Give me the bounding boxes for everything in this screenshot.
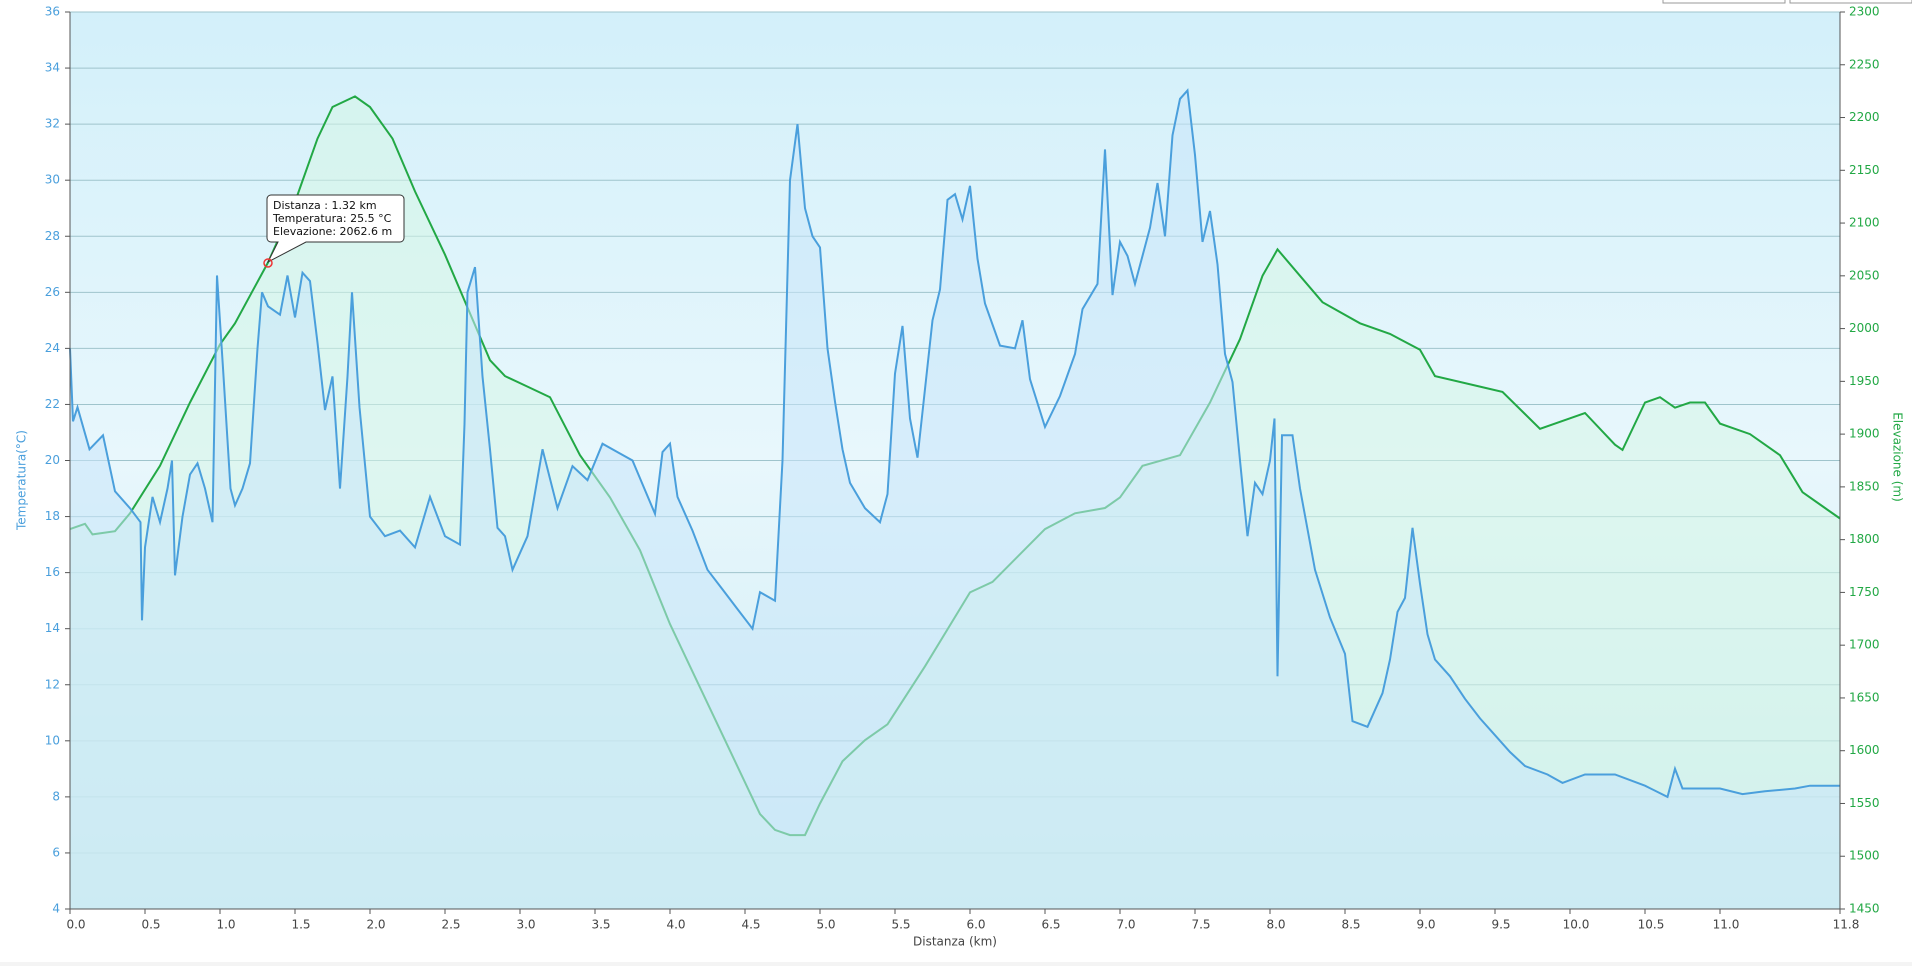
y2-tick-label: 1550: [1849, 796, 1880, 810]
tooltip-text: Distanza : 1.32 km: [273, 199, 377, 212]
y-tick-label: 8: [52, 789, 60, 803]
tooltip: Distanza : 1.32 km Temperatura: 25.5 °C …: [263, 194, 405, 268]
y2-tick-label: 1950: [1849, 374, 1880, 388]
y-tick-label: 10: [45, 733, 60, 747]
y2-tick-label: 1900: [1849, 427, 1880, 441]
x-axis-label: Distanza (km): [913, 935, 997, 949]
y2-tick-label: 2200: [1849, 110, 1880, 124]
y2-tick-label: 2150: [1849, 163, 1880, 177]
x-tick-label: 0.5: [141, 918, 160, 932]
y-tick-label: 20: [45, 453, 60, 467]
tooltip-text: Elevazione: 2062.6 m: [273, 225, 392, 238]
y-tick-label: 16: [45, 565, 60, 579]
x-tick-label: 4.0: [666, 918, 685, 932]
y-tick-label: 34: [45, 61, 60, 75]
x-tick-label: 6.5: [1041, 918, 1060, 932]
x-tick-label: 8.5: [1341, 918, 1360, 932]
hover-marker: [263, 258, 273, 268]
x-tick-label: 8.0: [1266, 918, 1285, 932]
y-tick-label: 6: [52, 845, 60, 859]
y2-tick-label: 2100: [1849, 216, 1880, 230]
x-tick-label: 3.5: [591, 918, 610, 932]
x-tick-label: 11.0: [1713, 918, 1740, 932]
x-tick-label: 10.5: [1638, 918, 1665, 932]
y-tick-label: 12: [45, 677, 60, 691]
x-tick-label: 1.0: [216, 918, 235, 932]
y2-tick-label: 1750: [1849, 585, 1880, 599]
x-tick-label: 3.0: [516, 918, 535, 932]
y2-axis-label: Elevazione (m): [1891, 412, 1905, 502]
y2-tick-label: 2300: [1849, 5, 1880, 19]
x-tick-label: 1.5: [291, 918, 310, 932]
y-tick-label: 18: [45, 509, 60, 523]
tooltip-box: [266, 194, 405, 264]
y-tick-label: 28: [45, 229, 60, 243]
y2-tick-label: 1800: [1849, 532, 1880, 546]
x-tick-label: 4.5: [741, 918, 760, 932]
y2-tick-label: 2050: [1849, 268, 1880, 282]
x-tick-label: 10.0: [1563, 918, 1590, 932]
y2-tick-label: 2250: [1849, 57, 1880, 71]
y2-tick-label: 1600: [1849, 743, 1880, 757]
y-tick-label: 14: [45, 621, 60, 635]
y2-tick-label: 1700: [1849, 638, 1880, 652]
x-tick-label: 5.5: [891, 918, 910, 932]
x-tick-label: 11.8: [1833, 918, 1860, 932]
y-tick-label: 36: [45, 5, 60, 19]
area: [70, 90, 1840, 909]
y2-tick-label: 1850: [1849, 479, 1880, 493]
tooltip-text: Temperatura: 25.5 °C: [272, 212, 392, 225]
x-tick-label: 2.0: [366, 918, 385, 932]
x-tick-label: 6.0: [966, 918, 985, 932]
y2-tick-label: 1500: [1849, 849, 1880, 863]
button[interactable]: [1789, 0, 1912, 4]
x-tick-label: 7.0: [1116, 918, 1135, 932]
line: [69, 88, 1840, 799]
y2-tick-label: 1450: [1849, 902, 1880, 916]
y-tick-label: 30: [45, 173, 60, 187]
x-tick-label: 9.0: [1416, 918, 1435, 932]
x-tick-label: 7.5: [1191, 918, 1210, 932]
series-layer: [69, 11, 1841, 910]
y2-tick-label: 1650: [1849, 690, 1880, 704]
y-tick-label: 24: [45, 341, 60, 355]
y-tick-label: 26: [45, 285, 60, 299]
x-tick-label: 2.5: [441, 918, 460, 932]
y2-tick-label: 2000: [1849, 321, 1880, 335]
x-tick-label: 9.5: [1491, 918, 1510, 932]
button[interactable]: [1662, 0, 1786, 4]
x-tick-label: 5.0: [816, 918, 835, 932]
y-axis-label: Temperatura(°C): [15, 430, 29, 531]
y-tick-label: 22: [45, 397, 60, 411]
y-tick-label: 4: [52, 902, 60, 916]
y-tick-label: 32: [45, 117, 60, 131]
x-tick-label: 0.0: [66, 918, 85, 932]
